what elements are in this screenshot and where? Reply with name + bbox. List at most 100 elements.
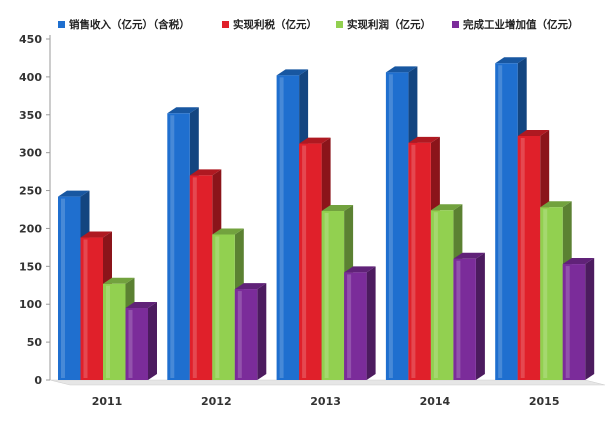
bar-side <box>257 283 267 380</box>
bar-front <box>299 143 322 380</box>
bar-top <box>408 136 440 143</box>
bar-front <box>540 207 563 380</box>
legend-entry: 销售收入（亿元）（含税） <box>58 18 190 31</box>
bar-front <box>408 142 431 380</box>
y-tick-label: 200 <box>19 222 42 235</box>
bar-highlight <box>302 145 307 378</box>
bar-front <box>58 196 81 380</box>
bar-highlight <box>411 144 416 378</box>
bar-front <box>430 210 454 380</box>
bar-front <box>276 75 300 380</box>
legend-label: 实现利润（亿元） <box>347 18 431 31</box>
legend-label: 完成工业增加值（亿元） <box>463 18 579 31</box>
bar <box>562 258 595 380</box>
bar-highlight <box>543 209 548 378</box>
bar-top <box>125 302 157 309</box>
legend-label: 实现利税（亿元） <box>233 18 317 31</box>
bar-highlight <box>433 212 438 378</box>
bar-highlight <box>170 115 175 379</box>
legend-swatch <box>452 21 459 28</box>
bar-front <box>189 175 213 380</box>
bar-side <box>148 302 157 380</box>
bar-top <box>562 258 595 265</box>
bar-top <box>321 205 354 212</box>
y-tick-label: 350 <box>19 109 42 122</box>
x-tick-label: 2012 <box>201 395 232 408</box>
legend-swatch <box>222 21 229 28</box>
y-tick-label: 250 <box>19 185 42 198</box>
bar <box>234 283 267 380</box>
bar-side <box>366 266 376 380</box>
y-tick-label: 450 <box>19 33 42 46</box>
y-tick-label: 100 <box>19 298 42 311</box>
bar <box>125 302 157 380</box>
y-tick-label: 50 <box>27 336 43 349</box>
bar-side <box>475 252 485 380</box>
bar-top <box>167 107 199 114</box>
legend-swatch <box>58 21 65 28</box>
bar-top <box>276 69 309 76</box>
bar-front <box>495 63 518 380</box>
bar-top <box>58 190 90 197</box>
bar-highlight <box>83 239 88 378</box>
bar <box>453 252 485 380</box>
x-tick-label: 2014 <box>420 395 451 408</box>
bar-top <box>344 266 376 273</box>
bar-front <box>453 258 476 380</box>
bar-highlight <box>388 74 393 378</box>
y-tick-label: 150 <box>19 260 42 273</box>
bar-top <box>430 204 463 211</box>
bar-front <box>385 72 409 380</box>
y-tick-label: 0 <box>34 374 42 387</box>
bar-highlight <box>61 198 65 378</box>
bar-top <box>299 137 331 144</box>
bar-front <box>80 237 103 380</box>
bar-top <box>453 252 485 259</box>
bar-top <box>103 277 135 284</box>
legend-entry: 实现利税（亿元） <box>222 18 317 31</box>
bar-front <box>321 211 345 380</box>
bar-front <box>212 234 235 380</box>
bar-side <box>585 258 595 380</box>
bar-top <box>385 66 418 73</box>
bar-front <box>167 113 190 381</box>
bar-highlight <box>347 274 352 378</box>
legend-entry: 实现利润（亿元） <box>336 18 431 31</box>
bar-front <box>562 264 586 380</box>
bar-front <box>125 308 148 380</box>
chart-floor <box>49 379 606 386</box>
bar-highlight <box>324 213 329 378</box>
y-tick-label: 300 <box>19 147 42 160</box>
bar-highlight <box>215 236 220 378</box>
bar-front <box>517 135 541 380</box>
bar-highlight <box>192 177 197 378</box>
bar-front <box>344 272 367 380</box>
bar-top <box>234 283 267 290</box>
bar-top <box>540 201 572 208</box>
bar-highlight <box>128 310 133 378</box>
bar-top <box>517 129 550 136</box>
x-tick-label: 2011 <box>92 395 123 408</box>
bar-front <box>103 283 126 380</box>
bar-highlight <box>106 285 110 378</box>
bar-highlight <box>565 266 570 378</box>
bar-highlight <box>498 65 503 378</box>
bar-highlight <box>237 291 242 378</box>
bar <box>344 266 376 380</box>
legend-label: 销售收入（亿元）（含税） <box>69 18 190 31</box>
legend-entry: 完成工业增加值（亿元） <box>452 18 579 31</box>
bar-top <box>80 231 112 238</box>
x-tick-label: 2015 <box>529 395 560 408</box>
bar-highlight <box>279 77 284 378</box>
bar-top <box>495 57 527 64</box>
bar-highlight <box>520 137 525 378</box>
bar-highlight <box>456 260 461 378</box>
bar-top <box>189 169 222 176</box>
bar-front <box>234 289 258 380</box>
bar-top <box>212 228 244 235</box>
legend-swatch <box>336 21 343 28</box>
x-tick-label: 2013 <box>310 395 341 408</box>
y-tick-label: 400 <box>19 71 42 84</box>
